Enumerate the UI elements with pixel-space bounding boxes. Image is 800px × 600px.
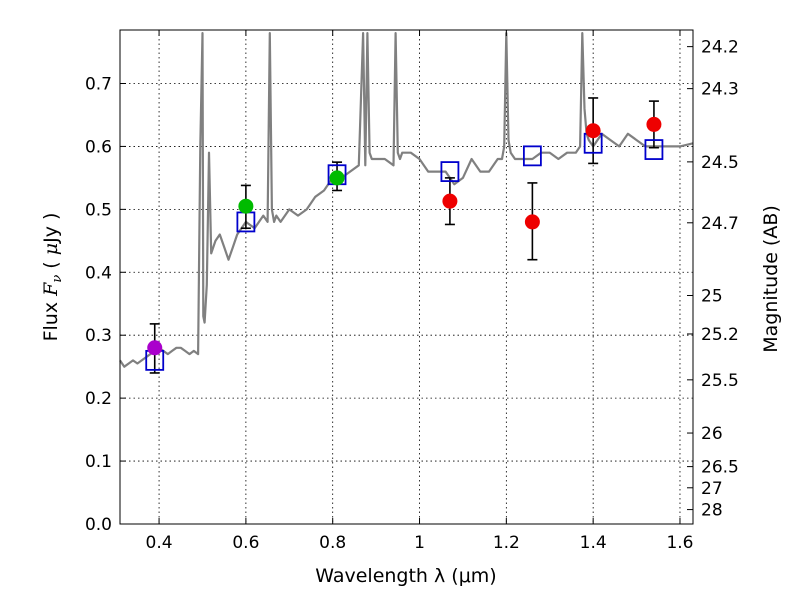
right-tick-label: 26.5	[701, 458, 739, 478]
x-tick-label: 0.6	[232, 533, 259, 553]
x-tick-label: 1.4	[580, 533, 607, 553]
x-tick-label: 0.4	[146, 533, 173, 553]
y-tick-label: 0.4	[85, 263, 112, 283]
y-tick-label: 0.6	[85, 137, 112, 157]
right-tick-label: 25.5	[701, 371, 739, 391]
grid-layer	[120, 30, 693, 525]
right-tick-label: 24.2	[701, 38, 739, 58]
y-tick-label: 0.1	[85, 452, 112, 472]
model-point-square	[440, 161, 460, 182]
right-tick-label: 26	[701, 424, 723, 444]
right-tick-label: 25	[701, 287, 723, 307]
x-tick-label: 1.6	[666, 533, 693, 553]
y-tick-label: 0.3	[85, 326, 112, 346]
right-tick-label: 24.7	[701, 214, 739, 234]
model-spectrum-line	[119, 32, 694, 368]
x-tick-label: 0.8	[319, 533, 346, 553]
right-tick-label: 25.2	[701, 325, 739, 345]
right-tick-label: 24.5	[701, 153, 739, 173]
observed-point	[646, 116, 662, 132]
plot-frame	[119, 29, 694, 525]
model-point-square	[644, 139, 664, 160]
observed-point	[147, 340, 163, 356]
observed-point	[442, 193, 458, 209]
y-tick-label: 0.5	[85, 200, 112, 220]
observed-point	[585, 123, 601, 139]
x-axis-title: Wavelength λ (μm)	[315, 565, 496, 587]
right-tick-label: 24.3	[701, 80, 739, 100]
y-axis-title: Flux Fν ( μJy )	[40, 213, 65, 342]
tick-layer: 0.4 0.6 0.8 1 1.2 1.4 1.6 0.0 0.1 0.2 0.3 0.4 0.5 0.6…	[85, 30, 739, 553]
data-layer	[119, 32, 694, 374]
observed-point	[329, 170, 345, 186]
observed-point	[524, 214, 540, 230]
x-tick-label: 1.2	[493, 533, 520, 553]
right-tick-label: 27	[701, 479, 723, 499]
x-tick-label: 1	[414, 533, 425, 553]
observed-point	[238, 198, 254, 214]
right-tick-label: 28	[701, 501, 723, 521]
model-point-square	[522, 145, 542, 167]
y-tick-label: 0.0	[85, 515, 112, 535]
y-tick-label: 0.7	[85, 74, 112, 94]
right-axis-title: Magnitude (AB)	[760, 205, 782, 353]
y-tick-label: 0.2	[85, 389, 112, 409]
